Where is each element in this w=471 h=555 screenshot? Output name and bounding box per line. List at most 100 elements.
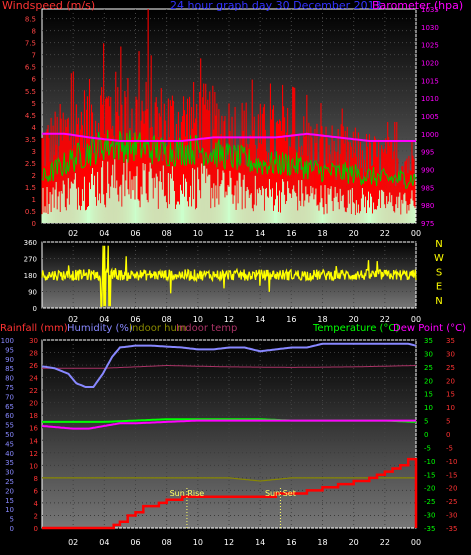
barometer-axis-label: Barometer (hpa) bbox=[372, 0, 463, 12]
time-tick-label: 08 bbox=[162, 538, 172, 547]
dewpoint-tick-label: 25 bbox=[446, 364, 455, 372]
temperature-tick-label: 30 bbox=[424, 350, 433, 358]
compass-label: W bbox=[434, 253, 444, 264]
time-tick-label: 04 bbox=[99, 538, 109, 547]
humidity-tick-label: 100 bbox=[1, 337, 14, 345]
barometer-tick-label: 1010 bbox=[421, 95, 439, 103]
temperature-rain-panel: Sun Rise Sun Set 02 04 06 08 10 12 14 16 18 20 22 00… bbox=[0, 323, 466, 547]
direction-tick-label: 270 bbox=[24, 256, 37, 264]
windspeed-tick-label: 5 bbox=[32, 100, 36, 108]
legend-label: Indoor hum bbox=[129, 323, 187, 334]
humidity-tick-label: 0 bbox=[10, 525, 14, 533]
sun-event-label: Sun Rise bbox=[170, 489, 205, 498]
legend-label: Indoor temp bbox=[176, 323, 237, 334]
dewpoint-tick-label: 10 bbox=[446, 404, 455, 412]
time-tick-label: 22 bbox=[380, 229, 390, 238]
temperature-tick-label: 10 bbox=[424, 404, 433, 412]
temperature-tick-label: -35 bbox=[424, 525, 435, 533]
temp-panel-ticks: 02 04 06 08 10 12 14 16 18 20 22 000510152025303540… bbox=[1, 337, 458, 547]
barometer-tick-label: 1035 bbox=[421, 6, 439, 14]
time-tick-label: 14 bbox=[255, 229, 265, 238]
windspeed-tick-label: 5.5 bbox=[25, 88, 36, 96]
barometer-tick-label: 1025 bbox=[421, 42, 439, 50]
time-tick-label: 18 bbox=[317, 229, 327, 238]
legend-label: Humidity (%) bbox=[67, 323, 133, 334]
direction-tick-label: 0 bbox=[33, 305, 37, 313]
rain-tick-label: 4 bbox=[34, 500, 39, 508]
humidity-tick-label: 45 bbox=[5, 440, 14, 448]
humidity-tick-label: 40 bbox=[5, 450, 14, 458]
dewpoint-tick-label: -20 bbox=[446, 485, 457, 493]
compass-label: N bbox=[435, 239, 442, 250]
temperature-tick-label: -25 bbox=[424, 498, 435, 506]
average-wind-line bbox=[41, 129, 417, 189]
barometer-tick-label: 1020 bbox=[421, 60, 439, 68]
direction-tick-label: 180 bbox=[24, 272, 37, 280]
time-tick-label: 20 bbox=[349, 315, 359, 324]
time-tick-label: 18 bbox=[317, 538, 327, 547]
humidity-tick-label: 50 bbox=[5, 431, 14, 439]
rainfall-line bbox=[42, 457, 418, 530]
humidity-tick-label: 80 bbox=[5, 375, 14, 383]
dewpoint-tick-label: -10 bbox=[446, 458, 457, 466]
time-tick-label: 02 bbox=[68, 315, 78, 324]
temperature-tick-label: -10 bbox=[424, 458, 435, 466]
rain-tick-label: 0 bbox=[34, 525, 38, 533]
rain-tick-label: 28 bbox=[29, 350, 38, 358]
time-tick-label: 10 bbox=[193, 315, 203, 324]
windspeed-tick-label: 0.5 bbox=[25, 208, 36, 216]
compass-label: E bbox=[436, 282, 442, 293]
windspeed-tick-label: 6.5 bbox=[25, 64, 36, 72]
series-indoor-hum-line bbox=[42, 477, 416, 482]
barometer-tick-label: 980 bbox=[421, 202, 434, 210]
series-indoor-temp-line bbox=[42, 365, 416, 369]
direction-tick-label: 360 bbox=[24, 239, 37, 247]
rain-tick-label: 6 bbox=[34, 487, 39, 495]
sun-event-label: Sun Set bbox=[265, 489, 296, 498]
windspeed-tick-label: 2 bbox=[32, 172, 36, 180]
dewpoint-tick-label: 35 bbox=[446, 337, 455, 345]
windspeed-tick-label: 1 bbox=[32, 196, 36, 204]
rain-tick-label: 2 bbox=[34, 512, 38, 520]
temperature-tick-label: 20 bbox=[424, 377, 433, 385]
wind-panel-ticks: 0 0.5 1 1.5 2 2.5 3 3.5 4 4.5 5 5.5 6 6.5 7 7.5 8 8.5 975 9… bbox=[25, 6, 439, 238]
rain-tick-label: 10 bbox=[29, 462, 38, 470]
barometer-tick-label: 1000 bbox=[421, 131, 439, 139]
time-tick-label: 02 bbox=[68, 538, 78, 547]
temperature-tick-label: -5 bbox=[424, 444, 431, 452]
windspeed-tick-label: 2.5 bbox=[25, 160, 36, 168]
compass-label: S bbox=[436, 267, 442, 278]
humidity-tick-label: 95 bbox=[5, 346, 14, 354]
time-tick-label: 06 bbox=[130, 315, 140, 324]
humidity-tick-label: 25 bbox=[5, 478, 14, 486]
humidity-tick-label: 90 bbox=[5, 356, 14, 364]
humidity-tick-label: 85 bbox=[5, 365, 14, 373]
humidity-tick-label: 15 bbox=[5, 497, 14, 505]
time-tick-label: 14 bbox=[255, 538, 265, 547]
dewpoint-tick-label: 15 bbox=[446, 391, 455, 399]
rain-tick-label: 22 bbox=[29, 387, 38, 395]
rain-tick-label: 12 bbox=[29, 450, 38, 458]
time-tick-label: 00 bbox=[411, 315, 421, 324]
temperature-tick-label: 5 bbox=[424, 418, 428, 426]
direction-tick-label: 90 bbox=[28, 289, 37, 297]
temp-panel-legend: Rainfall (mm) Humidity (%)Indoor humIndoo… bbox=[0, 323, 466, 334]
time-tick-label: 04 bbox=[99, 229, 109, 238]
barometer-tick-label: 1030 bbox=[421, 24, 439, 32]
time-tick-label: 22 bbox=[380, 315, 390, 324]
windspeed-tick-label: 4.5 bbox=[25, 112, 36, 120]
direction-panel-series bbox=[41, 245, 417, 307]
temp-panel-series: Sun Rise Sun Set bbox=[41, 342, 418, 530]
dewpoint-tick-label: 5 bbox=[446, 418, 450, 426]
time-tick-label: 00 bbox=[411, 229, 421, 238]
barometer-tick-label: 1015 bbox=[421, 77, 439, 85]
legend-label: Rainfall (mm) bbox=[0, 323, 68, 334]
humidity-tick-label: 75 bbox=[5, 384, 14, 392]
windspeed-tick-label: 4 bbox=[32, 124, 37, 132]
time-tick-label: 10 bbox=[193, 229, 203, 238]
time-tick-label: 06 bbox=[130, 229, 140, 238]
dewpoint-tick-label: -25 bbox=[446, 498, 457, 506]
time-tick-label: 16 bbox=[286, 315, 296, 324]
windspeed-tick-label: 1.5 bbox=[25, 184, 36, 192]
